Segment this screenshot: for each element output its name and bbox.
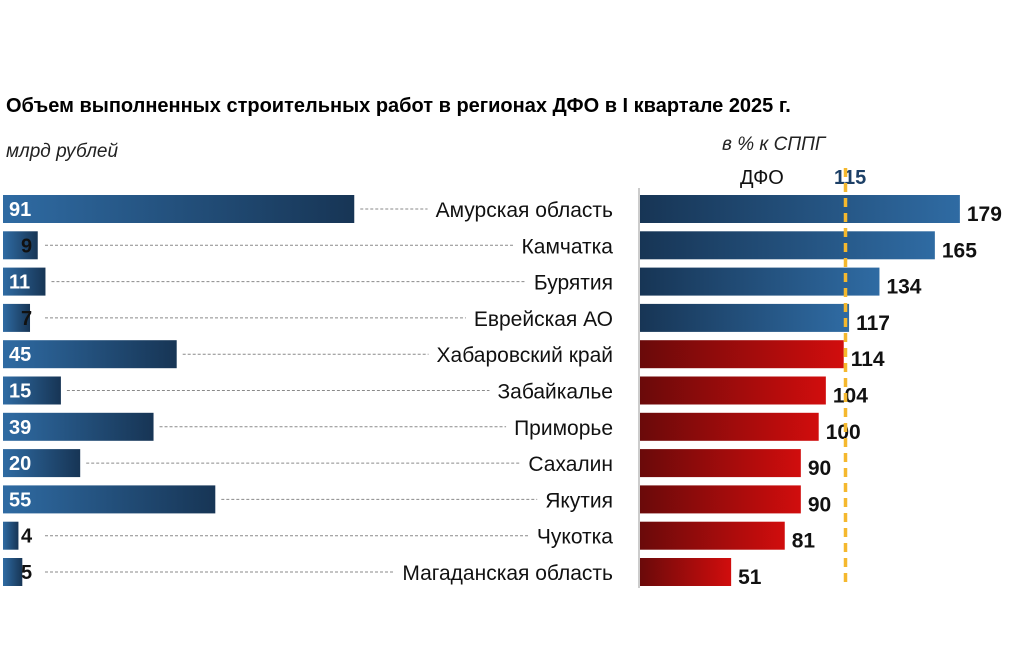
left-value-label: 20 — [9, 453, 31, 475]
row-9: 55 Якутия 90 — [3, 485, 831, 516]
region-label: Магаданская область — [402, 562, 613, 585]
left-value-label: 5 — [21, 562, 32, 584]
left-bar — [3, 449, 81, 478]
right-value-label: 90 — [808, 493, 831, 516]
left-value-label: 39 — [9, 417, 31, 439]
right-value-label: 165 — [942, 239, 977, 262]
row-1: 91 Амурская область 179 — [3, 195, 1002, 226]
left-unit-label: млрд рублей — [6, 141, 118, 162]
left-value-label: 11 — [9, 272, 30, 294]
right-value-label: 104 — [833, 385, 868, 408]
row-6: 15 Забайкалье 104 — [3, 376, 868, 408]
left-bar — [3, 412, 154, 441]
left-value-label: 9 — [21, 235, 32, 257]
right-bar — [640, 340, 844, 369]
left-bar — [3, 376, 61, 405]
left-value-label: 55 — [9, 489, 31, 511]
region-label: Бурятия — [534, 272, 613, 295]
left-bar — [3, 485, 216, 514]
region-label: Амурская область — [436, 199, 613, 222]
right-value-label: 90 — [808, 457, 831, 480]
left-bar — [3, 340, 177, 369]
right-bar — [640, 303, 850, 332]
right-value-label: 134 — [886, 276, 921, 299]
right-value-label: 179 — [967, 203, 1002, 226]
left-bar — [3, 231, 38, 260]
right-value-label: 100 — [826, 421, 861, 444]
chart-title: Объем выполненных строительных работ в р… — [6, 95, 791, 117]
rows: 91 Амурская область 179 9 Камчатка 165 11 Бурят… — [3, 168, 1002, 589]
left-value-label: 45 — [9, 344, 31, 366]
row-7: 39 Приморье 100 — [3, 412, 861, 444]
right-bar — [640, 267, 880, 296]
row-5: 45 Хабаровский край 114 — [3, 340, 885, 371]
row-3: 11 Бурятия 134 — [3, 267, 922, 299]
right-bar — [640, 231, 935, 260]
right-bar — [640, 412, 819, 441]
row-2: 9 Камчатка 165 — [3, 231, 977, 262]
right-value-label: 114 — [851, 348, 885, 371]
region-label: Хабаровский край — [437, 344, 613, 367]
region-label: Приморье — [514, 417, 613, 440]
row-4: 7 Еврейская АО 117 — [3, 303, 890, 335]
right-bar — [640, 485, 801, 514]
left-bar — [3, 303, 31, 332]
region-label: Еврейская АО — [474, 308, 613, 331]
left-value-label: 4 — [21, 526, 33, 548]
right-value-label: 117 — [856, 312, 890, 335]
right-unit-label: в % к СППГ — [722, 134, 827, 155]
left-value-label: 7 — [21, 308, 32, 330]
row-8: 20 Сахалин 90 — [3, 449, 831, 480]
right-value-label: 51 — [738, 566, 762, 589]
reference-value: 115 — [834, 167, 866, 189]
row-11: 5 Магаданская область 51 — [3, 558, 762, 589]
left-value-label: 15 — [9, 381, 31, 403]
region-label: Забайкалье — [497, 381, 613, 404]
left-value-label: 91 — [9, 199, 31, 221]
right-bar — [640, 521, 785, 550]
left-bar — [3, 267, 46, 296]
region-label: Сахалин — [528, 453, 613, 476]
reference-label: ДФО — [740, 167, 784, 189]
region-label: Камчатка — [522, 235, 614, 258]
right-bar — [640, 195, 960, 223]
left-bar — [3, 195, 355, 223]
row-10: 4 Чукотка 81 — [3, 521, 816, 553]
left-bar — [3, 521, 19, 550]
right-value-label: 81 — [792, 530, 816, 553]
region-label: Чукотка — [537, 526, 613, 549]
reference-group: ДФО 115 — [740, 167, 866, 189]
right-bar — [640, 558, 732, 586]
right-bar — [640, 376, 826, 405]
region-label: Якутия — [545, 489, 613, 512]
left-bar — [3, 558, 23, 586]
right-bar — [640, 449, 801, 478]
